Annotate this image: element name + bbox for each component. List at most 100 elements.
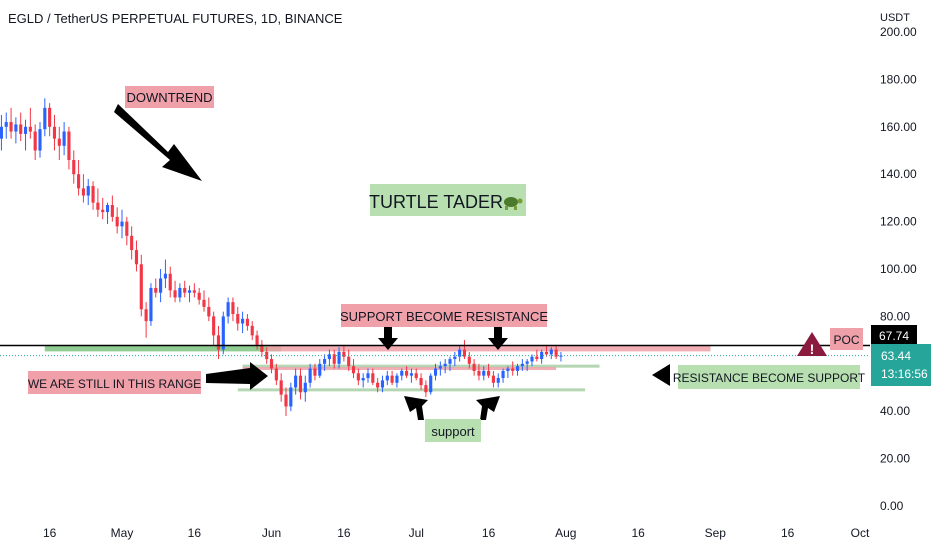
candle: [443, 359, 447, 374]
candle: [19, 112, 23, 142]
candle: [511, 361, 515, 376]
candles: [0, 98, 563, 416]
time-tick-label: 16: [43, 526, 57, 540]
candle: [4, 112, 8, 139]
candle: [173, 280, 177, 303]
time-tick-label: May: [111, 526, 134, 540]
candle: [159, 269, 163, 303]
candle: [207, 297, 211, 322]
green-zone-left: [44, 345, 282, 352]
poc-price-badge: 67.74: [871, 325, 917, 345]
annotation-support: support: [425, 419, 481, 442]
candle: [520, 359, 524, 371]
annotation-downtrend: DOWNTREND: [125, 86, 214, 108]
svg-text:TURTLE TADER: TURTLE TADER: [369, 192, 503, 212]
time-tick-label: 16: [482, 526, 496, 540]
candle: [154, 278, 158, 298]
annotation-resistance-support: RESISTANCE BECOME SUPPORT: [673, 365, 866, 389]
candle: [477, 363, 481, 381]
candle: [192, 283, 196, 298]
candle: [380, 375, 385, 393]
annotation-support-resistance: SUPPORT BECOME RESISTANCE: [340, 304, 548, 327]
candle: [318, 359, 322, 379]
candle: [525, 359, 529, 371]
candle: [125, 216, 129, 246]
svg-text:63.44: 63.44: [881, 349, 911, 363]
candle: [376, 378, 380, 393]
candle: [9, 107, 13, 139]
candle: [38, 122, 42, 158]
svg-text:!: !: [810, 341, 815, 357]
time-tick-label: 16: [337, 526, 351, 540]
candle: [62, 122, 66, 156]
chart-title: EGLD / TetherUS PERPETUAL FUTURES, 1D, B…: [8, 11, 343, 26]
candle: [236, 306, 240, 331]
price-axis: 0.0020.0040.0060.0080.00100.00120.00140.…: [880, 25, 917, 513]
candle: [163, 259, 167, 288]
candle: [303, 375, 307, 402]
support-arrow-left: [404, 396, 428, 420]
candle: [120, 209, 124, 239]
time-tick-label: Oct: [851, 526, 870, 540]
time-tick-label: Sep: [705, 526, 727, 540]
annotation-poc: POC: [830, 328, 863, 350]
candle: [289, 382, 293, 412]
warning-icon: !: [797, 332, 827, 357]
candle: [327, 349, 331, 367]
candle: [409, 368, 413, 383]
candle: [250, 321, 254, 341]
red-resistance-zone: [266, 345, 711, 352]
candle: [361, 373, 365, 388]
annotation-range: WE ARE STILL IN THIS RANGE: [28, 371, 201, 394]
candle: [405, 366, 409, 379]
candle: [298, 368, 303, 400]
candle: [395, 373, 399, 388]
candle: [313, 363, 317, 381]
candle: [385, 370, 389, 386]
candle: [149, 283, 153, 326]
candle: [472, 359, 476, 376]
candle: [414, 368, 418, 381]
candle: [241, 311, 245, 333]
candle: [448, 356, 452, 371]
candle: [139, 254, 143, 317]
support-left-arrow: [652, 364, 670, 386]
price-tick-label: 140.00: [880, 167, 917, 181]
price-tick-label: 40.00: [880, 404, 910, 418]
candle: [501, 368, 505, 383]
candle: [323, 354, 327, 371]
time-tick-label: Jul: [409, 526, 424, 540]
candle: [23, 119, 28, 151]
candle: [212, 311, 216, 345]
price-lines: [0, 344, 870, 357]
candle: [28, 107, 32, 139]
support-arrow-right: [476, 396, 500, 420]
candle: [400, 368, 404, 381]
upper-green-band: [242, 364, 600, 368]
candle: [168, 266, 172, 298]
candle: [144, 302, 148, 338]
svg-text:67.74: 67.74: [879, 329, 909, 343]
price-tick-label: 80.00: [880, 309, 910, 323]
candle: [482, 366, 486, 381]
candle: [332, 349, 336, 369]
candle: [540, 349, 544, 364]
candle: [57, 126, 61, 160]
candle: [33, 124, 37, 160]
candle: [342, 344, 346, 362]
candle: [14, 117, 18, 144]
candle: [101, 197, 105, 220]
candle: [279, 373, 283, 402]
price-tick-label: 0.00: [880, 499, 904, 513]
price-tick-label: 160.00: [880, 120, 917, 134]
price-tick-label: 120.00: [880, 215, 917, 229]
candle: [178, 283, 182, 303]
downtrend-arrow: [114, 104, 202, 181]
arrows: [114, 104, 670, 420]
candle: [294, 368, 298, 395]
last-price-badge: 63.44 13:16:56: [871, 344, 931, 386]
price-tick-label: 20.00: [880, 452, 910, 466]
candle: [366, 368, 370, 383]
candle: [77, 159, 81, 196]
